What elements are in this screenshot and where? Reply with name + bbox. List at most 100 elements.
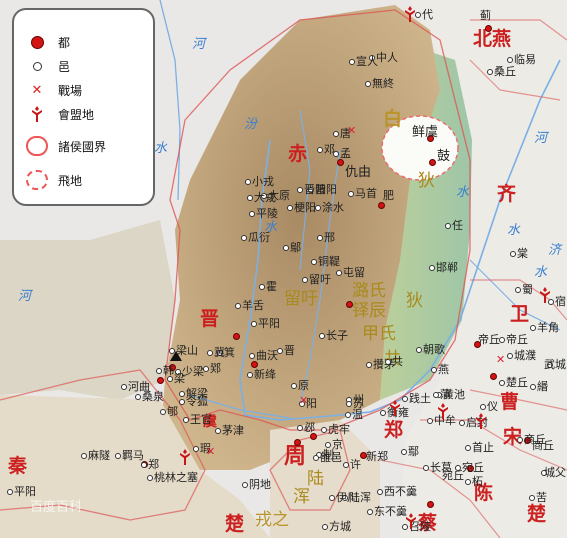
town-marker bbox=[342, 495, 348, 501]
town-circle-icon bbox=[22, 61, 52, 71]
town-label: 原 bbox=[298, 379, 309, 392]
state-label: 卫 bbox=[510, 303, 530, 325]
town-marker bbox=[167, 376, 173, 382]
tribe-label: 潞氏 bbox=[352, 281, 386, 301]
exclave-border-icon bbox=[22, 170, 52, 190]
battlefield-cross-icon: ✕ bbox=[206, 445, 216, 458]
town-marker bbox=[313, 455, 319, 461]
town-marker bbox=[302, 277, 308, 283]
town-label: 大原 bbox=[268, 189, 290, 202]
town-label: 衡雍 bbox=[387, 406, 409, 419]
town-marker bbox=[529, 495, 535, 501]
capital-marker bbox=[428, 158, 436, 166]
capital-marker bbox=[293, 438, 301, 446]
town-marker bbox=[277, 348, 283, 354]
town-marker bbox=[349, 59, 355, 65]
town-label: 麻隧 bbox=[88, 449, 110, 462]
town-label: 帝丘 bbox=[506, 333, 528, 346]
town-marker bbox=[541, 470, 547, 476]
town-label: 阳 bbox=[306, 397, 317, 410]
town-marker bbox=[499, 380, 505, 386]
town-marker bbox=[510, 251, 516, 257]
capital-marker bbox=[232, 332, 240, 340]
town-label: 涂水 bbox=[322, 201, 344, 214]
town-label: 州 bbox=[353, 393, 364, 406]
town-label: 宛丘 bbox=[462, 461, 484, 474]
town-marker bbox=[203, 366, 209, 372]
town-marker bbox=[169, 348, 175, 354]
town-label: 京 bbox=[332, 438, 343, 451]
town-label: 無終 bbox=[372, 77, 394, 90]
town-marker bbox=[121, 384, 127, 390]
town-marker bbox=[333, 131, 339, 137]
town-label: 邢 bbox=[324, 231, 335, 244]
town-label: 小戎 bbox=[252, 175, 274, 188]
town-marker bbox=[175, 369, 181, 375]
town-marker bbox=[179, 399, 185, 405]
town-label: 解梁 bbox=[186, 387, 208, 400]
state-label: 北燕 bbox=[473, 28, 512, 50]
town-marker bbox=[517, 437, 523, 443]
town-marker bbox=[156, 368, 162, 374]
state-label: 楚 bbox=[527, 503, 547, 525]
town-marker bbox=[402, 524, 408, 530]
town-marker bbox=[249, 211, 255, 217]
town-label: 桑丘 bbox=[494, 65, 516, 78]
town-label: 令狐 bbox=[186, 395, 208, 408]
alliance-figure-icon bbox=[405, 6, 415, 22]
town-label: 箕 bbox=[224, 346, 235, 359]
town-label: 屯留 bbox=[343, 266, 365, 279]
tribe-label: 狄 bbox=[406, 291, 423, 311]
battlefield-cross-icon: ✕ bbox=[31, 82, 43, 98]
state-label: 戎之 bbox=[255, 510, 289, 530]
town-label: 邲 bbox=[304, 421, 315, 434]
town-label: 柘 bbox=[472, 475, 483, 488]
capital-marker bbox=[345, 300, 353, 308]
town-marker bbox=[423, 465, 429, 471]
town-marker bbox=[346, 401, 352, 407]
capital-marker bbox=[473, 340, 481, 348]
town-marker bbox=[207, 350, 213, 356]
town-marker bbox=[367, 509, 373, 515]
capital-label: 帝丘 bbox=[478, 333, 500, 346]
mountain-peak-icon bbox=[170, 351, 182, 361]
town-marker bbox=[245, 179, 251, 185]
town-marker bbox=[193, 446, 199, 452]
legend-row-town: 邑 bbox=[22, 56, 70, 76]
battlefield-cross-icon: ✕ bbox=[496, 353, 506, 366]
town-label: 緡 bbox=[537, 380, 548, 393]
town-marker bbox=[247, 195, 253, 201]
town-label: 桃林之塞 bbox=[154, 471, 198, 484]
town-marker bbox=[433, 392, 439, 398]
capital-marker bbox=[250, 360, 258, 368]
town-label: 郇 bbox=[167, 405, 178, 418]
town-label: 郑 bbox=[148, 458, 159, 471]
state-label: 虞 bbox=[203, 414, 217, 430]
town-label: 东不羹 bbox=[374, 505, 407, 518]
town-label: 霍 bbox=[266, 280, 277, 293]
town-marker bbox=[241, 235, 247, 241]
capital-marker bbox=[377, 201, 385, 209]
capital-marker bbox=[523, 436, 531, 444]
capital-dot-icon bbox=[22, 35, 52, 49]
town-label: 楚丘 bbox=[506, 376, 528, 389]
town-label: 武城 bbox=[544, 358, 566, 371]
town-marker bbox=[317, 235, 323, 241]
town-label: 茅津 bbox=[222, 424, 244, 437]
town-label: 平陵 bbox=[256, 207, 278, 220]
town-label: 启封 bbox=[466, 416, 488, 429]
capital-label: 蓟 bbox=[480, 9, 491, 22]
tribe-label: 铎辰 bbox=[352, 301, 386, 321]
legend-row-border: 諸侯國界 bbox=[22, 136, 106, 156]
river-label: 水 bbox=[154, 141, 168, 156]
legend-row-alliance: 會盟地 bbox=[22, 104, 94, 124]
town-label: 韩 bbox=[163, 364, 174, 377]
town-marker bbox=[315, 205, 321, 211]
town-marker bbox=[507, 353, 513, 359]
town-label: 温 bbox=[352, 408, 363, 421]
town-marker bbox=[366, 362, 372, 368]
town-label: 平阳 bbox=[258, 317, 280, 330]
river-label: 水 bbox=[507, 223, 521, 238]
capital-marker bbox=[466, 464, 474, 472]
town-marker bbox=[455, 465, 461, 471]
